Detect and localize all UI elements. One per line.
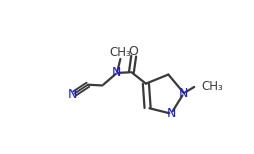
Text: O: O bbox=[128, 45, 138, 58]
Text: N: N bbox=[179, 87, 188, 100]
Text: CH₃: CH₃ bbox=[201, 80, 222, 93]
Text: N: N bbox=[112, 66, 121, 79]
Text: N: N bbox=[166, 107, 175, 120]
Text: CH₃: CH₃ bbox=[109, 46, 131, 59]
Text: N: N bbox=[68, 88, 77, 101]
